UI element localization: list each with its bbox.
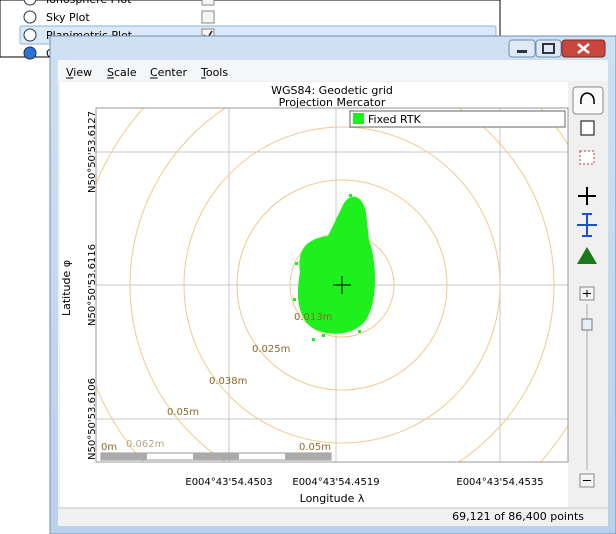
menu-bar (58, 60, 608, 81)
y-tick-label: N50°50'53.6116 (87, 244, 98, 326)
item-icon (23, 46, 37, 60)
point (312, 338, 315, 341)
item-icon (23, 28, 37, 42)
plot-title: WGS84: Geodetic grid (271, 84, 393, 97)
item-icon (23, 0, 37, 6)
cloud (297, 196, 376, 334)
icon (542, 43, 555, 54)
ring-label: 0.013m (294, 312, 332, 323)
legend-swatch (353, 113, 364, 124)
point (293, 298, 296, 301)
point (349, 194, 352, 197)
checkbox[interactable] (201, 10, 215, 24)
bar-seg (193, 453, 239, 460)
point (295, 262, 298, 265)
y-tick-label: N50°50'53.6106 (87, 378, 98, 460)
menu-item[interactable]: View (66, 66, 92, 79)
plot-border (95, 107, 569, 463)
point (322, 334, 325, 337)
x-axis-title: Longitude λ (300, 492, 365, 505)
x-tick-label: E004°43'54.4535 (456, 477, 543, 488)
ring (183, 126, 501, 444)
icon (583, 290, 591, 297)
y-tick-label: N50°50'53.6127 (87, 111, 98, 193)
y-axis-title: Latitude φ (60, 260, 73, 316)
bar-seg (101, 453, 147, 460)
minimize[interactable] (508, 39, 536, 58)
maximize[interactable] (535, 39, 562, 58)
x-tick-label: E004°43'54.4519 (292, 477, 379, 488)
tool-sigma[interactable] (577, 213, 597, 237)
menu-item[interactable]: Center (150, 66, 188, 79)
ring-label: 0.038m (209, 376, 247, 387)
item-icon (23, 10, 37, 24)
item-label: Ionosphere Plot (46, 0, 132, 6)
ring-label: 0.025m (252, 344, 290, 355)
ring-label: 0.05m (167, 407, 199, 418)
title-buttons (508, 39, 606, 58)
plot-subtitle: Projection Mercator (279, 96, 386, 109)
tool-cross[interactable] (578, 187, 596, 205)
toolbar (572, 86, 604, 488)
tool-fit[interactable] (579, 150, 595, 165)
x-tick-label: E004°43'54.4503 (185, 477, 272, 488)
plot-window: View Scale Center Tools WGS84: Geodetic gri… (49, 35, 616, 534)
point (358, 330, 361, 333)
status-text: 69,121 of 86,400 points (452, 510, 584, 523)
center-cross (333, 276, 351, 294)
legend-box (349, 110, 566, 128)
slider-thumb[interactable] (581, 318, 593, 331)
item-label: Sky Plot (46, 11, 90, 24)
legend-label: Fixed RTK (368, 113, 422, 126)
menu-item[interactable]: Scale (107, 66, 137, 79)
ring (129, 108, 555, 462)
checkbox[interactable] (201, 0, 215, 6)
bar-seg (285, 453, 331, 460)
tool-zoom-box[interactable] (580, 120, 595, 136)
ring-label: 0.062m (126, 439, 164, 450)
icon (580, 92, 595, 105)
scale-start: 0m (101, 442, 117, 453)
menu-item[interactable]: Tools (200, 66, 228, 79)
ring (236, 179, 448, 391)
icon (577, 43, 590, 54)
scale-bar: 0m 0.05m (100, 442, 332, 461)
tool-pan[interactable] (572, 86, 604, 115)
legend: Fixed RTK (349, 110, 566, 128)
point (372, 276, 375, 279)
plot-area (96, 108, 568, 462)
icon (517, 50, 527, 53)
point-cloud (293, 194, 376, 341)
tool-base[interactable] (577, 247, 597, 264)
scale-end: 0.05m (299, 442, 331, 453)
